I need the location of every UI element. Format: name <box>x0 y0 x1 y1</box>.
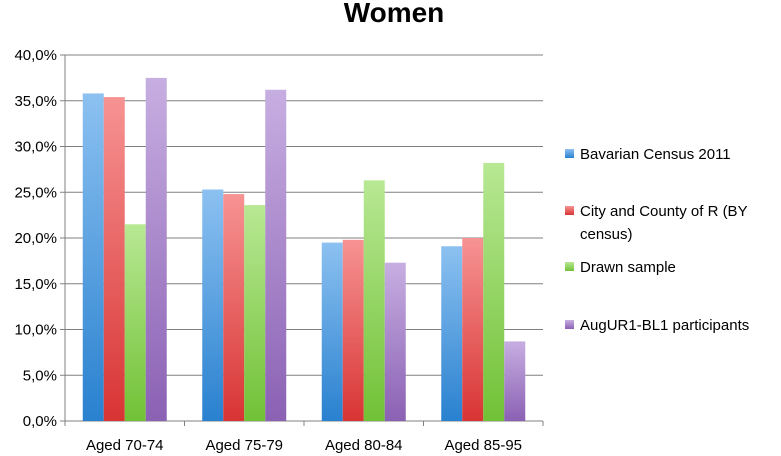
bar <box>321 242 343 421</box>
legend-swatch <box>565 206 574 215</box>
legend-label: Drawn sample <box>580 259 676 276</box>
chart-title: Women <box>344 0 445 28</box>
x-tick-label: Aged 85-95 <box>444 437 522 454</box>
legend-label: City and County of R (BY <box>580 203 748 220</box>
bar <box>124 224 146 421</box>
y-tick-label: 5,0% <box>23 367 57 384</box>
bar <box>384 262 406 421</box>
bar <box>342 239 364 421</box>
bar <box>504 341 526 421</box>
legend-swatch <box>565 149 574 158</box>
x-axis-ticks: Aged 70-74 Aged 75-79 Aged 80-84 Aged 85-95 <box>86 437 522 454</box>
y-tick-label: 15,0% <box>14 276 57 293</box>
x-tick-label: Aged 70-74 <box>86 437 164 454</box>
legend-label: census) <box>580 226 633 243</box>
x-tick-label: Aged 80-84 <box>325 437 403 454</box>
x-tick-label: Aged 75-79 <box>205 437 283 454</box>
y-tick-label: 20,0% <box>14 230 57 247</box>
y-tick-label: 35,0% <box>14 93 57 110</box>
y-tick-label: 0,0% <box>23 413 57 430</box>
bar <box>145 77 167 421</box>
bar <box>441 246 463 421</box>
bar <box>103 97 125 421</box>
legend: Bavarian Census 2011 City and County of R… <box>565 146 749 334</box>
bar <box>265 89 287 422</box>
legend-swatch <box>565 262 574 271</box>
bar <box>82 93 104 422</box>
bar <box>462 238 484 421</box>
y-tick-label: 10,0% <box>14 322 57 339</box>
bar <box>483 162 505 421</box>
legend-label: Bavarian Census 2011 <box>580 146 731 163</box>
legend-label: AugUR1-BL1 participants <box>580 317 749 334</box>
bars <box>82 77 526 422</box>
bar <box>223 194 245 421</box>
y-tick-label: 30,0% <box>14 139 57 156</box>
bar <box>363 180 385 421</box>
legend-swatch <box>565 320 574 329</box>
y-axis-ticks: 0,0% 5,0% 10,0% 15,0% 20,0% 25,0% 30,0% 35,0% 40… <box>14 47 57 430</box>
bar <box>244 205 266 421</box>
bar <box>202 189 224 421</box>
y-tick-label: 25,0% <box>14 184 57 201</box>
y-tick-label: 40,0% <box>14 47 57 64</box>
